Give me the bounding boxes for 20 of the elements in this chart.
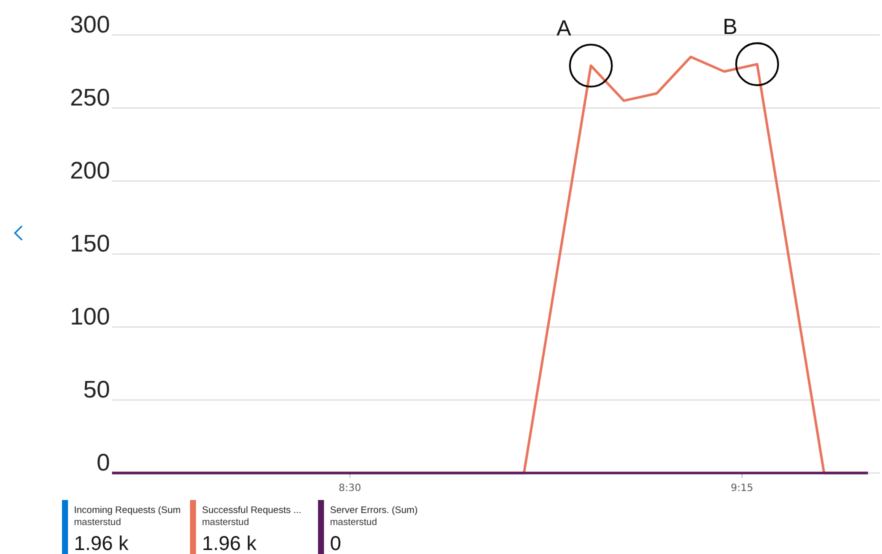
y-tick-label: 300 xyxy=(70,12,110,39)
text: masterstud xyxy=(74,517,121,528)
y-tick-label: 100 xyxy=(70,304,110,331)
annotation: A xyxy=(556,16,572,41)
y-tick-label: 250 xyxy=(70,84,110,112)
legend-label: Successful Requests ... xyxy=(202,505,302,516)
y-tick-label: 200 xyxy=(70,158,110,185)
legend-label: Incoming Requests (Sum xyxy=(74,505,181,516)
text: masterstud xyxy=(202,517,249,528)
legend-label: Server Errors. (Sum) xyxy=(330,505,418,516)
text: 1.96 k xyxy=(202,533,258,554)
annotation: B xyxy=(722,14,738,40)
text: masterstud xyxy=(330,517,377,528)
y-tick-label: 50 xyxy=(83,376,110,404)
x-tick-label: 8:30 xyxy=(338,483,362,494)
text: 0 xyxy=(330,533,342,554)
x-tick-label: 9:15 xyxy=(730,483,754,494)
text: 1.96 k xyxy=(74,533,130,554)
y-tick-label: 0 xyxy=(96,450,110,477)
y-tick-label: 150 xyxy=(70,230,110,258)
